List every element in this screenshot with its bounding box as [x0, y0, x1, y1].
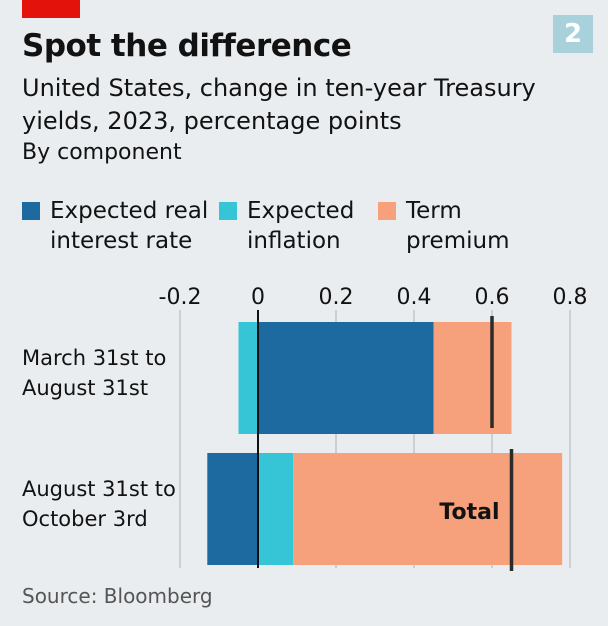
legend-swatch-expected-real	[22, 202, 40, 220]
legend-swatch-term-premium	[378, 202, 396, 220]
bar-segment	[258, 453, 294, 565]
chart-subsubtitle: By component	[22, 140, 182, 165]
chart-number-badge: 2	[553, 15, 593, 53]
chart-subtitle: United States, change in ten-year Treasu…	[22, 74, 536, 135]
bar-segment	[293, 453, 563, 565]
legend-swatch-expected-inflation	[219, 202, 237, 220]
legend-label-expected-inflation: Expected inflation	[247, 198, 355, 254]
x-tick-label: 0.2	[319, 285, 354, 310]
legend-label-term-premium: Term premium	[406, 198, 510, 254]
legend-item-term-premium: Term premium	[378, 196, 509, 256]
brand-red-bar	[22, 0, 80, 18]
chart-title: Spot the difference	[22, 28, 352, 64]
category-label: August 31st to October 3rd	[22, 477, 176, 531]
bar-segment	[258, 322, 434, 434]
bar-segment	[238, 322, 258, 434]
legend-item-expected-real: Expected real interest rate	[22, 196, 208, 256]
x-tick-label: 0.6	[475, 285, 510, 310]
source-note: Source: Bloomberg	[22, 584, 213, 608]
bar-segment	[433, 322, 512, 434]
x-tick-label: 0	[251, 285, 265, 310]
category-label: March 31st to August 31st	[22, 346, 166, 400]
x-tick-label: 0.4	[397, 285, 432, 310]
x-tick-label: -0.2	[159, 285, 202, 310]
total-annotation: Total	[439, 500, 499, 525]
legend-label-expected-real: Expected real interest rate	[50, 198, 209, 254]
legend: Expected real interest rate Expected inf…	[22, 196, 602, 260]
x-tick-label: 0.8	[553, 285, 588, 310]
bar-segment	[207, 453, 258, 565]
legend-item-expected-inflation: Expected inflation	[219, 196, 354, 256]
